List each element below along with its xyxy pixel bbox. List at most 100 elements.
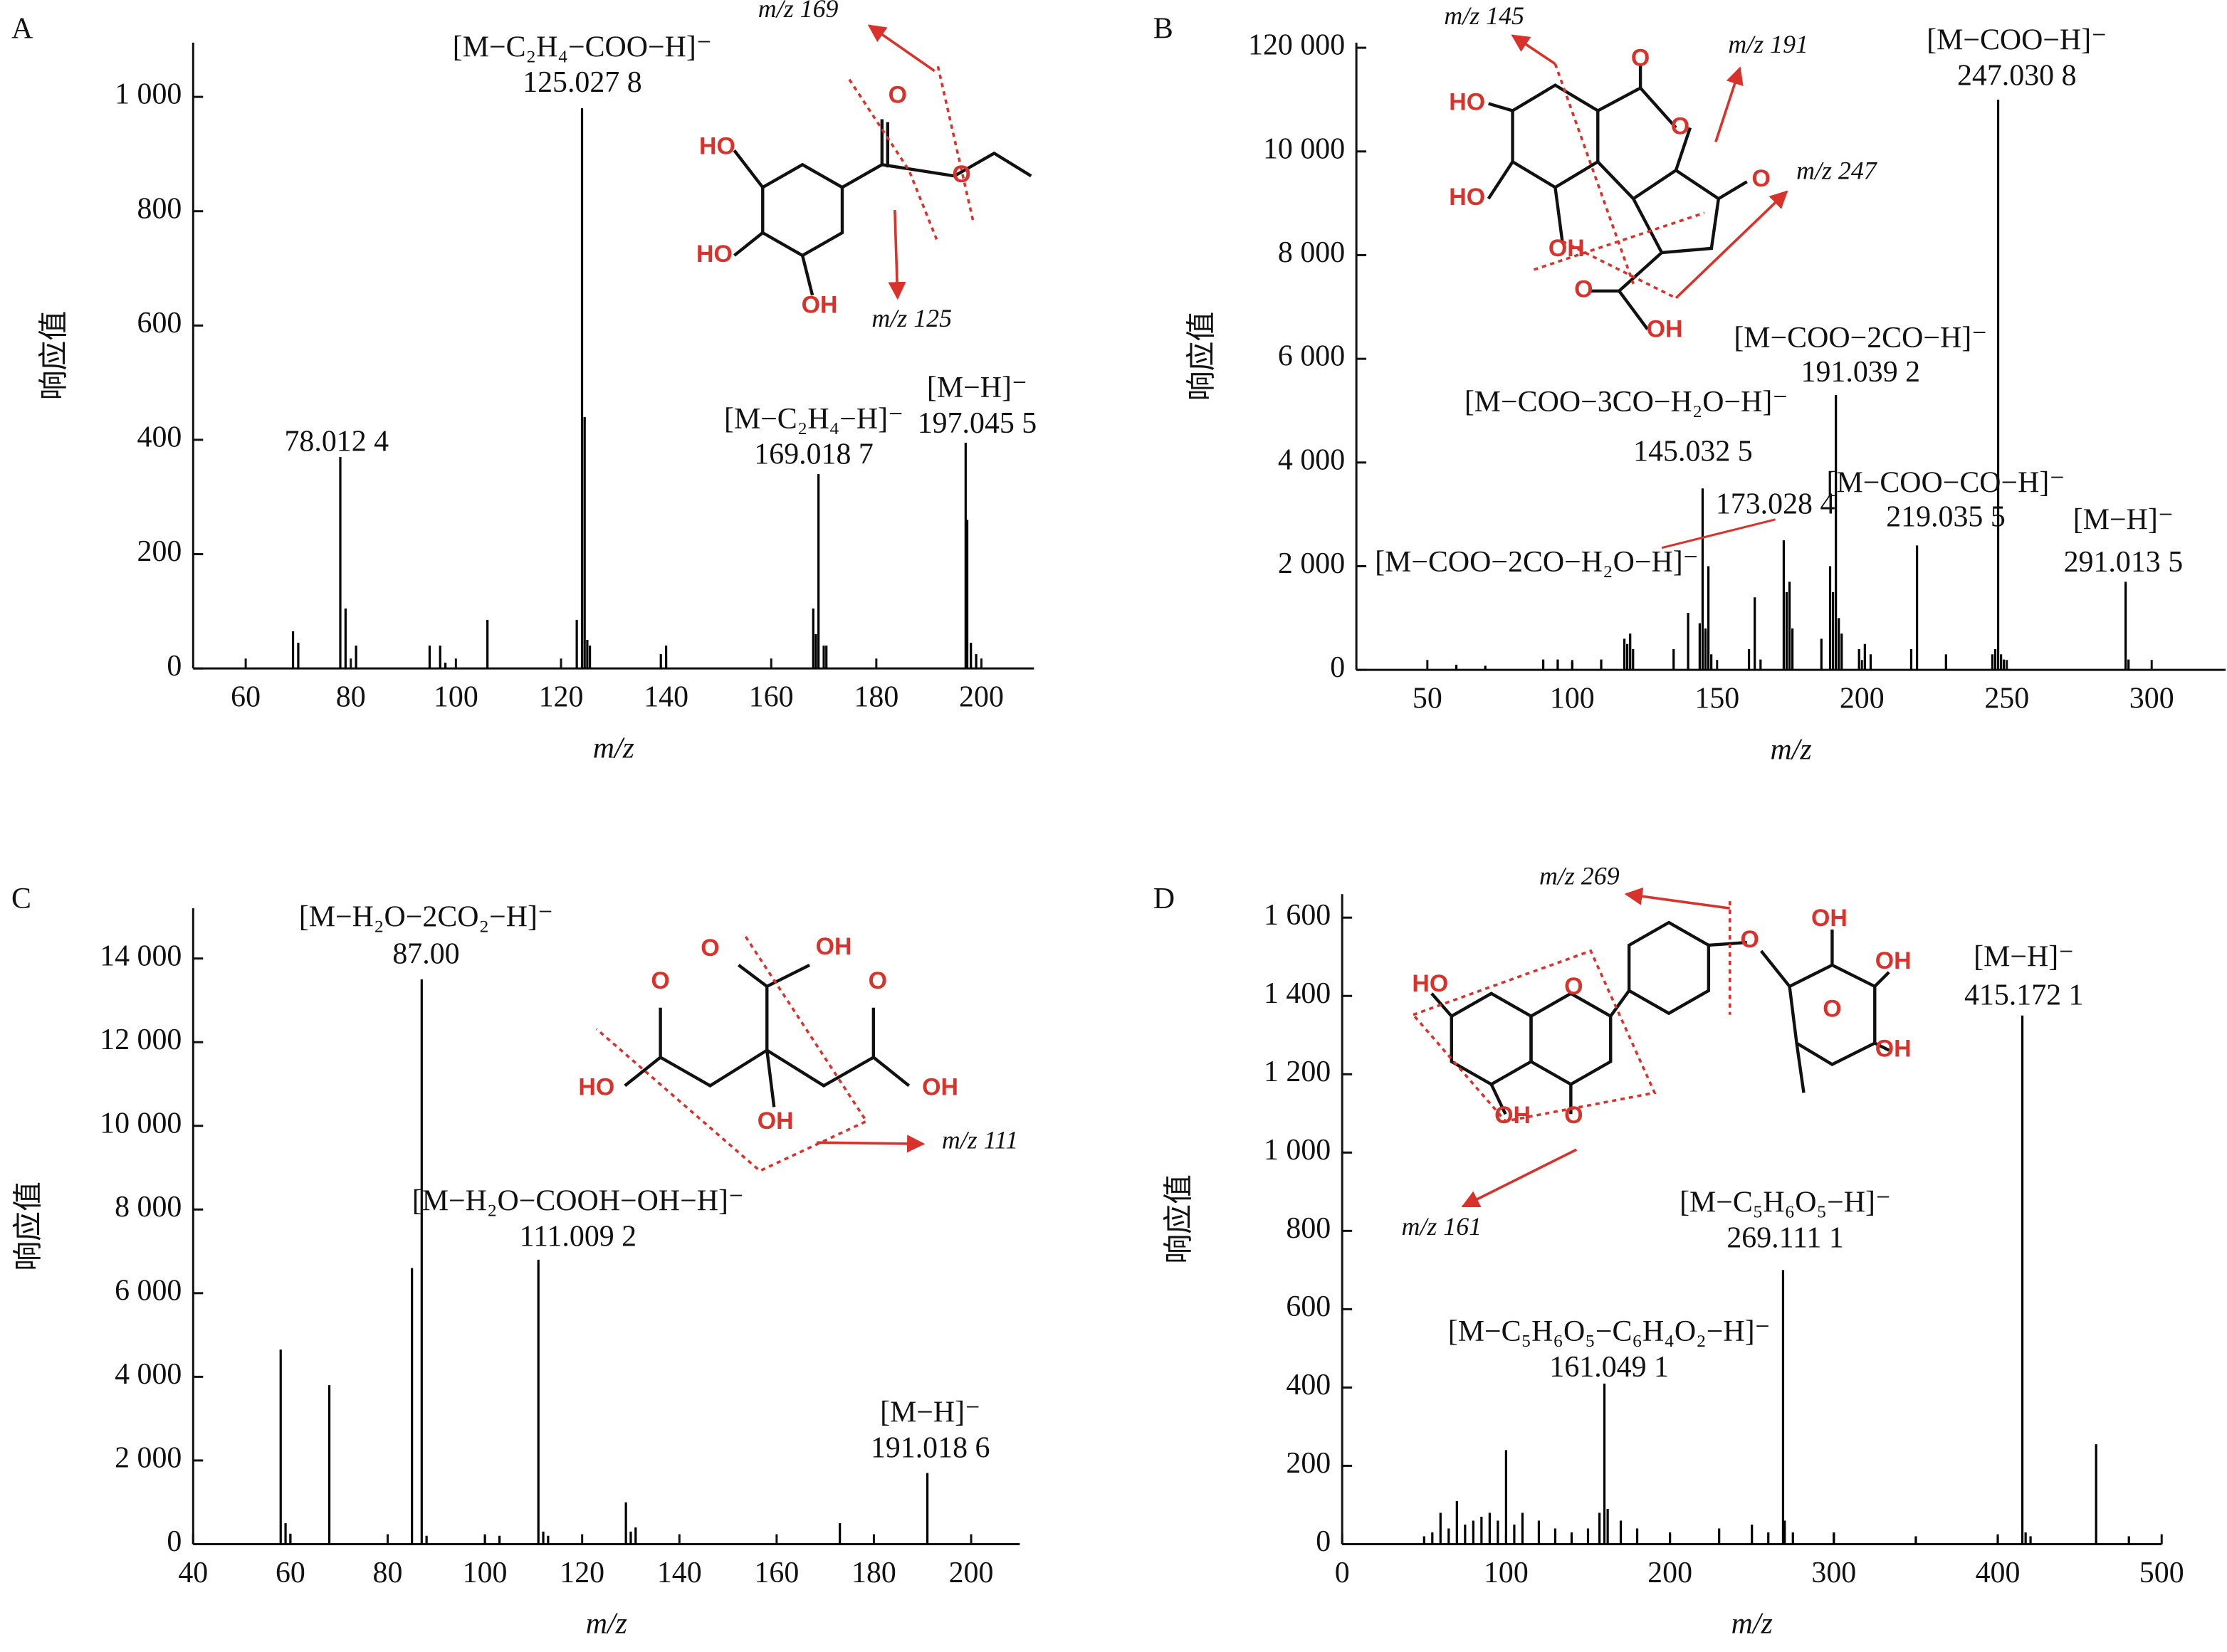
peak-label: 161.049 1 xyxy=(1549,1351,1669,1384)
atom-label: OH xyxy=(802,292,838,319)
atom-label: HO xyxy=(1412,970,1448,997)
y-tick-label: 6 000 xyxy=(1278,340,1345,373)
structure-a xyxy=(733,24,1032,300)
y-axis-label: 响应值 xyxy=(37,311,70,401)
y-tick-label: 200 xyxy=(1286,1447,1331,1480)
y-axis-label: 响应值 xyxy=(11,1182,45,1271)
x-axis-label: m/z xyxy=(593,732,634,764)
y-tick-label: 400 xyxy=(1286,1369,1331,1401)
x-tick-label: 100 xyxy=(1550,683,1595,715)
panel-letter: C xyxy=(11,883,31,915)
x-tick-label: 60 xyxy=(276,1557,305,1589)
peak-label: 78.012 4 xyxy=(284,426,389,458)
x-tick-label: 50 xyxy=(1413,683,1442,715)
leader-line xyxy=(1661,518,1776,549)
atom-label: O xyxy=(1564,973,1583,1000)
panel-letter: D xyxy=(1153,883,1175,915)
y-tick-label: 1 200 xyxy=(1264,1056,1331,1088)
peak-label: 173.028 4 xyxy=(1716,488,1835,520)
x-tick-label: 40 xyxy=(178,1557,208,1589)
peak-label: 415.172 1 xyxy=(1964,979,2084,1011)
atom-label: HO xyxy=(699,132,735,159)
x-tick-label: 200 xyxy=(959,681,1004,714)
peak-label: [M−H]⁻ xyxy=(927,372,1027,404)
fragment-label: m/z 161 xyxy=(1401,1212,1482,1241)
peak-label: 197.045 5 xyxy=(918,407,1037,440)
atom-label: HO xyxy=(1449,89,1485,116)
peak-label: 125.027 8 xyxy=(523,66,642,99)
y-tick-label: 14 000 xyxy=(100,940,182,972)
peak-label: 247.030 8 xyxy=(1957,59,2077,92)
y-tick-label: 4 000 xyxy=(115,1358,182,1391)
x-tick-label: 150 xyxy=(1694,683,1739,715)
x-tick-label: 200 xyxy=(1647,1557,1692,1589)
peak-label: [M−H]⁻ xyxy=(880,1396,980,1429)
peak-label: [M−COO−H]⁻ xyxy=(1927,23,2107,56)
atom-label: O xyxy=(651,967,669,994)
x-axis-label: m/z xyxy=(1770,733,1811,766)
peak-label: [M−C₅H₆O₅−C₆H₄O₂−H]⁻ xyxy=(1448,1315,1771,1348)
peak-label: [M−COO−3CO−H₂O−H]⁻ xyxy=(1464,386,1788,419)
atom-label: O xyxy=(1741,926,1759,953)
atom-label: O xyxy=(1564,1102,1583,1129)
x-tick-label: 100 xyxy=(463,1557,508,1589)
y-tick-label: 2 000 xyxy=(115,1442,182,1475)
peak-label: [M−C₂H₄−H]⁻ xyxy=(724,403,903,436)
atom-label: O xyxy=(1574,276,1593,303)
x-tick-label: 500 xyxy=(2139,1557,2184,1589)
y-tick-label: 4 000 xyxy=(1278,443,1345,476)
atom-label: O xyxy=(1631,45,1650,72)
fragment-label: m/z 247 xyxy=(1796,157,1878,185)
x-tick-label: 140 xyxy=(657,1557,702,1589)
structure-c xyxy=(595,936,926,1173)
atom-label: O xyxy=(889,82,907,109)
y-tick-label: 1 000 xyxy=(115,78,182,111)
y-tick-label: 800 xyxy=(1286,1212,1331,1245)
fragment-label: m/z 145 xyxy=(1444,1,1524,30)
fragment-label: m/z 125 xyxy=(871,304,952,332)
peak-label: 169.018 7 xyxy=(754,438,874,471)
atom-label: HO xyxy=(696,241,733,268)
x-tick-label: 100 xyxy=(434,681,478,714)
atom-label: O xyxy=(1751,165,1770,192)
atom-label: OH xyxy=(1875,1036,1912,1063)
y-tick-label: 1 400 xyxy=(1264,977,1331,1010)
y-tick-label: 8 000 xyxy=(1278,236,1345,269)
y-tick-label: 600 xyxy=(137,307,182,340)
y-axis-label: 响应值 xyxy=(1185,312,1218,401)
atom-label: OH xyxy=(1494,1102,1531,1129)
atom-label: HO xyxy=(578,1073,614,1100)
peak-label: 291.013 5 xyxy=(2064,546,2184,579)
y-tick-label: 12 000 xyxy=(100,1024,182,1056)
x-tick-label: 0 xyxy=(1335,1557,1350,1589)
peak-label: [M−C₂H₄−COO−H]⁻ xyxy=(453,31,712,63)
x-tick-label: 300 xyxy=(1811,1557,1856,1589)
y-tick-label: 8 000 xyxy=(115,1191,182,1224)
y-tick-label: 200 xyxy=(137,535,182,568)
y-tick-label: 6 000 xyxy=(115,1274,182,1307)
x-tick-label: 160 xyxy=(749,681,794,714)
x-tick-label: 80 xyxy=(336,681,366,714)
peak-label: 87.00 xyxy=(392,938,459,971)
atom-label: O xyxy=(1823,996,1841,1023)
y-tick-label: 1 600 xyxy=(1264,899,1331,932)
peak-label: [M−COO−CO−H]⁻ xyxy=(1827,467,2065,500)
atom-label: OH xyxy=(816,933,852,960)
fragment-label: m/z 191 xyxy=(1728,30,1808,58)
y-tick-label: 0 xyxy=(1330,651,1345,684)
x-tick-label: 250 xyxy=(1984,683,2029,715)
x-tick-label: 120 xyxy=(560,1557,604,1589)
atom-label: O xyxy=(952,161,970,188)
peak-label: [M−H₂O−2CO₂−H]⁻ xyxy=(299,901,553,934)
x-tick-label: 300 xyxy=(2129,683,2174,715)
panel-letter: B xyxy=(1153,12,1173,45)
y-tick-label: 0 xyxy=(167,1525,182,1558)
y-axis-label: 响应值 xyxy=(1162,1174,1195,1264)
fragment-label: m/z 111 xyxy=(942,1125,1018,1154)
peak-label: [M−H₂O−COOH−OH−H]⁻ xyxy=(412,1185,744,1218)
atom-label: OH xyxy=(1647,316,1683,343)
x-tick-label: 200 xyxy=(1840,683,1885,715)
fragment-label: m/z 169 xyxy=(758,0,839,23)
x-tick-label: 160 xyxy=(754,1557,799,1589)
